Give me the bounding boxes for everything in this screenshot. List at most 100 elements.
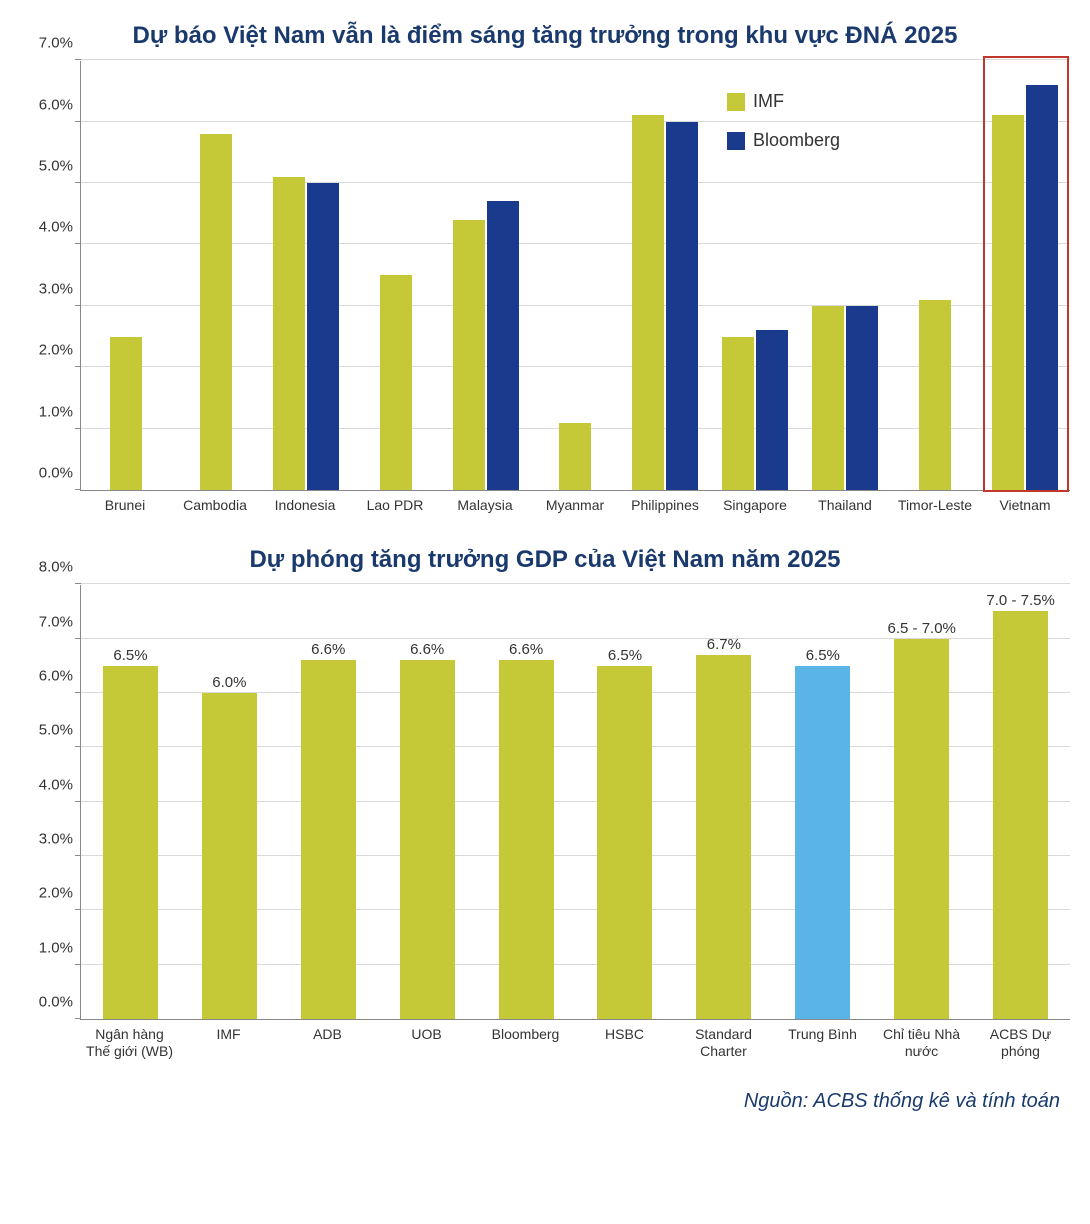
chart1-legend-item: IMF — [727, 91, 840, 112]
chart2-plot: 0.0%1.0%2.0%3.0%4.0%5.0%6.0%7.0%8.0%6.5%… — [80, 585, 1070, 1020]
chart1-xlabel: Philippines — [620, 497, 710, 514]
chart1-category-slot — [531, 61, 621, 490]
chart1-bar-imf — [632, 115, 664, 490]
chart2-gridline — [81, 583, 1070, 584]
chart2-xlabel: Standard Charter — [674, 1026, 773, 1060]
chart2-bar: 6.6% — [499, 660, 554, 1019]
chart1-xlabel: Vietnam — [980, 497, 1070, 514]
chart1-ytick-label: 1.0% — [39, 403, 81, 420]
chart1-xlabel: Singapore — [710, 497, 800, 514]
chart1-gridline — [81, 59, 1070, 60]
chart2-bar-value-label: 6.0% — [212, 674, 246, 693]
chart1-ytick-mark — [75, 59, 81, 60]
chart1-category-slot — [261, 61, 351, 490]
chart2-ytick-label: 2.0% — [39, 885, 81, 902]
chart1-legend-item: Bloomberg — [727, 130, 840, 151]
chart1-category-slot — [81, 61, 171, 490]
chart2-bar: 6.5% — [795, 666, 850, 1019]
chart2-xlabel: Trung Bình — [773, 1026, 872, 1060]
chart2-xlabel: Ngân hàng Thế giới (WB) — [80, 1026, 179, 1060]
chart2-bar-value-label: 6.6% — [311, 641, 345, 660]
chart1-xlabel: Cambodia — [170, 497, 260, 514]
chart1-category-slot — [980, 61, 1070, 490]
chart1-ytick-label: 7.0% — [39, 35, 81, 52]
chart1-ytick-label: 4.0% — [39, 219, 81, 236]
chart2-bar: 6.0% — [202, 693, 257, 1019]
chart1-bar-imf — [812, 306, 844, 490]
chart2-bar: 6.5% — [103, 666, 158, 1019]
chart2-area: 0.0%1.0%2.0%3.0%4.0%5.0%6.0%7.0%8.0%6.5%… — [80, 585, 1070, 1060]
chart1-bars-row — [81, 61, 1070, 490]
chart1-category-slot — [620, 61, 710, 490]
chart2-xlabel: ACBS Dự phóng — [971, 1026, 1070, 1060]
chart1-bar-imf — [919, 300, 951, 490]
chart1-ytick-label: 0.0% — [39, 465, 81, 482]
chart2-ytick-label: 6.0% — [39, 667, 81, 684]
chart1-xlabel: Malaysia — [440, 497, 530, 514]
legend-label: IMF — [753, 91, 784, 112]
chart2-bar-value-label: 6.7% — [707, 636, 741, 655]
source-note: Nguồn: ACBS thống kê và tính toán — [20, 1090, 1070, 1113]
chart1-bar-bloomberg — [756, 330, 788, 490]
chart2-category-slot: 6.5% — [81, 585, 180, 1019]
chart2-bar-value-label: 6.6% — [410, 641, 444, 660]
chart1-area: 0.0%1.0%2.0%3.0%4.0%5.0%6.0%7.0%IMFBloom… — [80, 61, 1070, 514]
chart2-title: Dự phóng tăng trưởng GDP của Việt Nam nă… — [20, 544, 1070, 575]
chart1-ytick-label: 2.0% — [39, 342, 81, 359]
chart2-bar-value-label: 6.5 - 7.0% — [888, 620, 956, 639]
chart1-title: Dự báo Việt Nam vẫn là điểm sáng tăng tr… — [20, 20, 1070, 51]
chart2-bar: 6.6% — [400, 660, 455, 1019]
chart2-bar: 6.5% — [597, 666, 652, 1019]
sea-growth-forecast-chart: Dự báo Việt Nam vẫn là điểm sáng tăng tr… — [20, 20, 1070, 514]
chart1-bar-bloomberg — [307, 183, 339, 490]
chart2-bar-value-label: 6.5% — [806, 647, 840, 666]
chart2-ytick-label: 1.0% — [39, 939, 81, 956]
chart2-category-slot: 7.0 - 7.5% — [971, 585, 1070, 1019]
chart1-ytick-label: 3.0% — [39, 280, 81, 297]
chart2-ytick-label: 5.0% — [39, 722, 81, 739]
chart1-bar-imf — [559, 423, 591, 491]
chart2-bar: 7.0 - 7.5% — [993, 611, 1048, 1019]
chart2-ytick-label: 8.0% — [39, 559, 81, 576]
chart1-category-slot — [441, 61, 531, 490]
chart1-xlabels: BruneiCambodiaIndonesiaLao PDRMalaysiaMy… — [80, 497, 1070, 514]
chart2-category-slot: 6.7% — [674, 585, 773, 1019]
chart2-category-slot: 6.6% — [378, 585, 477, 1019]
vietnam-gdp-forecast-chart: Dự phóng tăng trưởng GDP của Việt Nam nă… — [20, 544, 1070, 1060]
chart2-bar-value-label: 6.5% — [608, 647, 642, 666]
chart2-ytick-label: 7.0% — [39, 613, 81, 630]
chart2-bars-row: 6.5%6.0%6.6%6.6%6.6%6.5%6.7%6.5%6.5 - 7.… — [81, 585, 1070, 1019]
chart1-xlabel: Thailand — [800, 497, 890, 514]
chart1-bar-bloomberg — [487, 201, 519, 490]
chart1-category-slot — [171, 61, 261, 490]
chart2-category-slot: 6.0% — [180, 585, 279, 1019]
chart2-category-slot: 6.6% — [279, 585, 378, 1019]
chart1-xlabel: Lao PDR — [350, 497, 440, 514]
chart1-bar-imf — [992, 115, 1024, 490]
legend-label: Bloomberg — [753, 130, 840, 151]
chart2-bar: 6.5 - 7.0% — [894, 639, 949, 1020]
chart1-plot: 0.0%1.0%2.0%3.0%4.0%5.0%6.0%7.0%IMFBloom… — [80, 61, 1070, 491]
chart1-bar-imf — [200, 134, 232, 490]
chart2-bar: 6.6% — [301, 660, 356, 1019]
chart1-bar-imf — [722, 337, 754, 491]
chart1-bar-imf — [380, 275, 412, 490]
chart2-xlabel: Chỉ tiêu Nhà nước — [872, 1026, 971, 1060]
chart2-category-slot: 6.5 - 7.0% — [872, 585, 971, 1019]
chart1-legend: IMF Bloomberg — [727, 91, 840, 151]
legend-swatch-icon — [727, 93, 745, 111]
chart2-category-slot: 6.6% — [477, 585, 576, 1019]
chart2-bar: 6.7% — [696, 655, 751, 1019]
chart1-ytick-label: 5.0% — [39, 158, 81, 175]
chart1-bar-bloomberg — [666, 122, 698, 491]
chart2-ytick-mark — [75, 583, 81, 584]
chart2-xlabel: Bloomberg — [476, 1026, 575, 1060]
chart1-category-slot — [351, 61, 441, 490]
chart2-xlabel: HSBC — [575, 1026, 674, 1060]
chart1-xlabel: Timor-Leste — [890, 497, 980, 514]
chart2-ytick-label: 3.0% — [39, 831, 81, 848]
chart1-bar-bloomberg — [1026, 85, 1058, 490]
chart1-xlabel: Brunei — [80, 497, 170, 514]
chart2-xlabels: Ngân hàng Thế giới (WB)IMFADBUOBBloomber… — [80, 1026, 1070, 1060]
chart2-bar-value-label: 6.5% — [113, 647, 147, 666]
